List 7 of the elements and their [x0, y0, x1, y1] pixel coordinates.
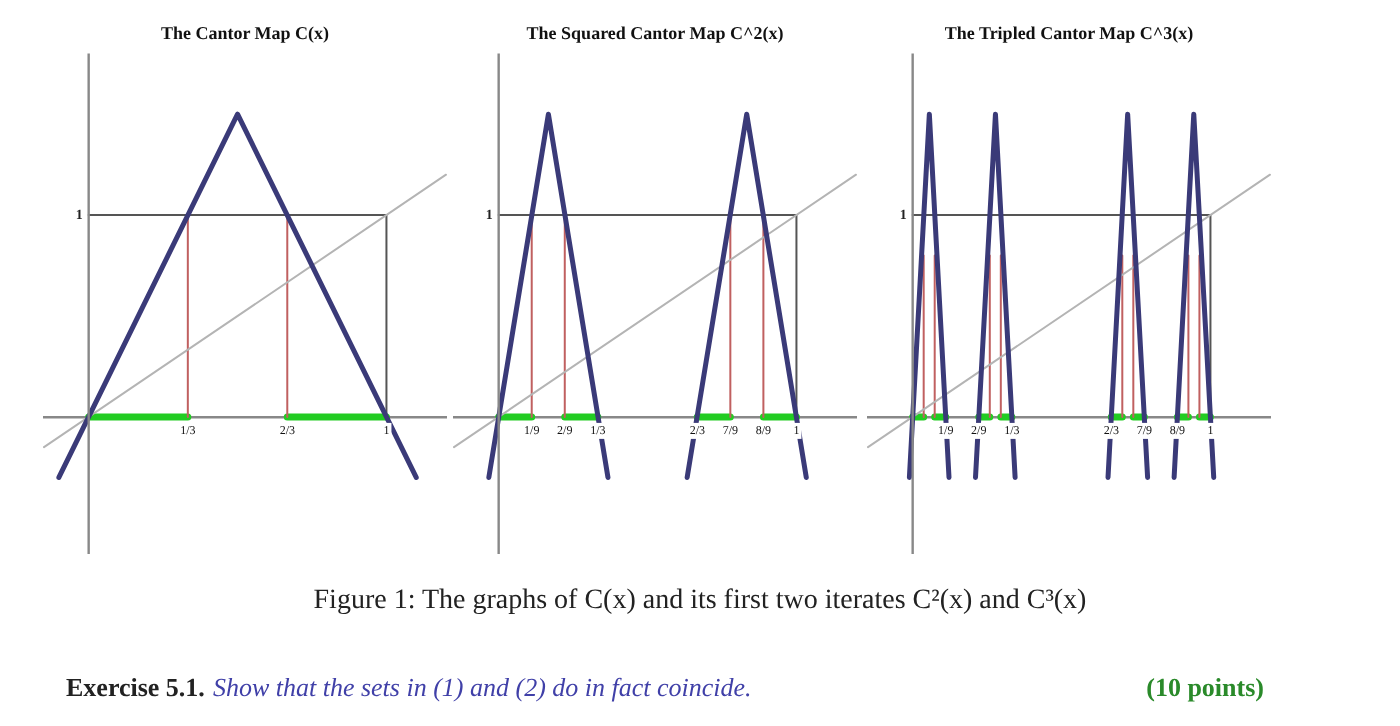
caption: Figure 1: The graphs of C(x) and its first two iterates C²(x) and C³(x) [311, 586, 1089, 618]
text: Show that the sets in (1) and (2) do in fact coincide. [212, 672, 752, 702]
text: (10 points) [1146, 672, 1264, 704]
chart-title: The Tripled Cantor Map C^3(x) [944, 23, 1194, 44]
chart-title: The Cantor Map C(x) [160, 23, 330, 44]
text: Exercise 5.1. [66, 672, 205, 702]
chart-title: The Squared Cantor Map C^2(x) [526, 23, 784, 44]
